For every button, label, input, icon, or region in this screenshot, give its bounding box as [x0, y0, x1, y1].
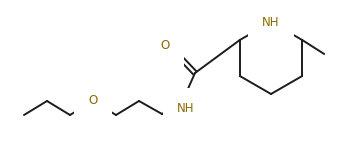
Text: NH: NH [177, 102, 195, 116]
Text: NH: NH [262, 15, 280, 29]
Text: O: O [161, 39, 170, 51]
Text: O: O [88, 95, 98, 107]
